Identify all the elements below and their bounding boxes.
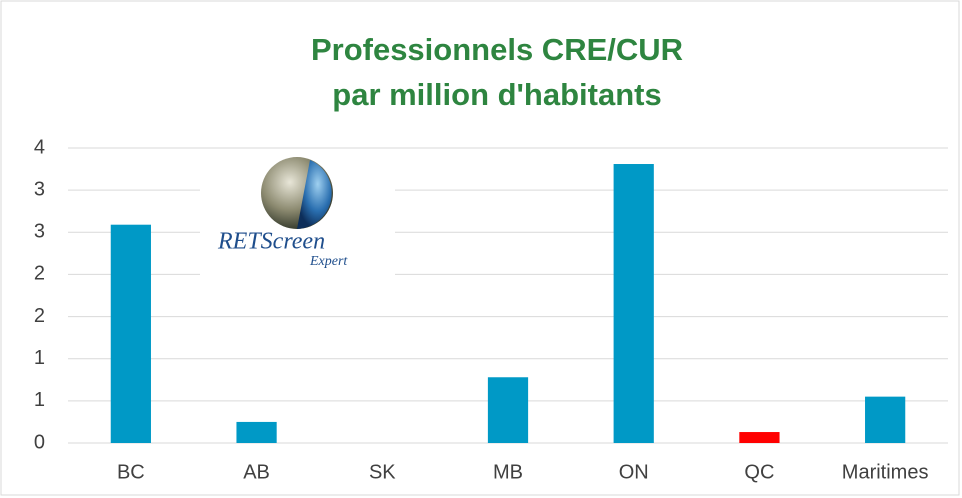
logo-text: RETScreen xyxy=(217,229,325,255)
logo-subtext: Expert xyxy=(309,254,348,269)
chart-title: Professionnels CRE/CUR xyxy=(311,32,683,67)
bar xyxy=(236,421,277,443)
y-tick-label: 4 xyxy=(34,136,45,158)
chart-subtitle: par million d'habitants xyxy=(332,77,661,112)
y-tick-label: 1 xyxy=(34,389,45,411)
y-tick-label: 3 xyxy=(34,178,45,200)
y-tick-label: 0 xyxy=(34,431,45,453)
x-tick-label: MB xyxy=(493,461,523,483)
x-tick-label: SK xyxy=(369,461,396,483)
bar xyxy=(110,224,151,443)
x-tick-label: Maritimes xyxy=(842,461,929,483)
y-tick-label: 3 xyxy=(34,221,45,243)
x-tick-label: QC xyxy=(744,461,774,483)
x-tick-label: BC xyxy=(117,461,145,483)
logo: RETScreen Expert xyxy=(200,150,395,275)
bar xyxy=(865,396,906,443)
bar xyxy=(613,164,654,443)
bar xyxy=(487,377,529,443)
bar xyxy=(739,432,780,443)
x-tick-label: ON xyxy=(619,461,649,483)
x-tick-label: AB xyxy=(243,461,270,483)
logo-globe-half xyxy=(297,160,332,229)
y-tick-label: 2 xyxy=(34,305,45,327)
y-tick-label: 2 xyxy=(34,263,45,285)
y-tick-label: 1 xyxy=(34,347,45,369)
